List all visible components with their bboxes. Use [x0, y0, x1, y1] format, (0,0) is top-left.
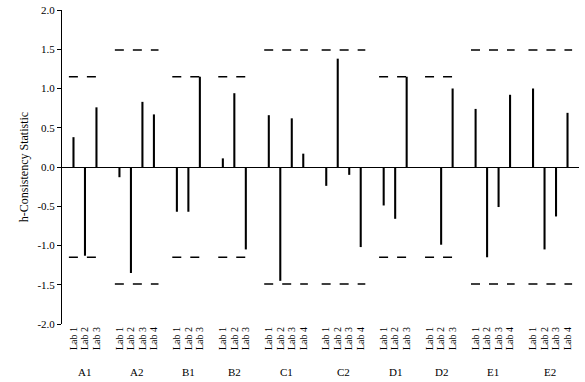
svg-text:Lab 2: Lab 2 [332, 327, 343, 350]
svg-text:Lab 1: Lab 1 [171, 327, 182, 350]
svg-text:Lab 4: Lab 4 [562, 327, 573, 350]
svg-text:Lab 1: Lab 1 [378, 327, 389, 350]
svg-text:Lab 3: Lab 3 [550, 327, 561, 350]
svg-text:D1: D1 [389, 366, 402, 378]
svg-text:Lab 1: Lab 1 [424, 327, 435, 350]
svg-text:-1.5: -1.5 [37, 279, 55, 291]
svg-text:Lab 2: Lab 2 [79, 327, 90, 350]
svg-text:Lab 2: Lab 2 [481, 327, 492, 350]
svg-text:1.5: 1.5 [41, 43, 55, 55]
svg-text:Lab 2: Lab 2 [125, 327, 136, 350]
svg-text:E1: E1 [487, 366, 499, 378]
svg-text:B1: B1 [182, 366, 195, 378]
svg-text:-0.5: -0.5 [37, 200, 55, 212]
svg-text:Lab 3: Lab 3 [447, 327, 458, 350]
svg-text:Lab 3: Lab 3 [240, 327, 251, 350]
svg-text:Lab 1: Lab 1 [527, 327, 538, 350]
svg-text:h-Consistency Statistic: h-Consistency Statistic [17, 112, 31, 222]
svg-text:D2: D2 [435, 366, 448, 378]
svg-text:Lab 1: Lab 1 [470, 327, 481, 350]
svg-text:Lab 3: Lab 3 [343, 327, 354, 350]
svg-text:Lab 1: Lab 1 [320, 327, 331, 350]
svg-text:Lab 2: Lab 2 [229, 327, 240, 350]
svg-text:2.0: 2.0 [41, 4, 55, 16]
svg-text:Lab 3: Lab 3 [194, 327, 205, 350]
svg-text:Lab 2: Lab 2 [275, 327, 286, 350]
svg-text:Lab 4: Lab 4 [504, 327, 515, 350]
svg-text:0.0: 0.0 [41, 161, 55, 173]
svg-text:Lab 1: Lab 1 [114, 327, 125, 350]
svg-text:Lab 4: Lab 4 [298, 327, 309, 350]
svg-text:B2: B2 [228, 366, 241, 378]
svg-text:Lab 3: Lab 3 [286, 327, 297, 350]
svg-text:Lab 3: Lab 3 [493, 327, 504, 350]
svg-text:-2.0: -2.0 [37, 318, 55, 330]
svg-text:A1: A1 [78, 366, 91, 378]
svg-text:C1: C1 [280, 366, 293, 378]
svg-text:-1.0: -1.0 [37, 239, 55, 251]
svg-text:1.0: 1.0 [41, 82, 55, 94]
svg-text:Lab 4: Lab 4 [355, 327, 366, 350]
svg-text:Lab 4: Lab 4 [148, 327, 159, 350]
svg-text:0.5: 0.5 [41, 122, 55, 134]
svg-text:Lab 2: Lab 2 [183, 327, 194, 350]
svg-text:Lab 3: Lab 3 [401, 327, 412, 350]
svg-text:C2: C2 [337, 366, 350, 378]
svg-text:Lab 2: Lab 2 [435, 327, 446, 350]
svg-text:Lab 3: Lab 3 [91, 327, 102, 350]
svg-text:Lab 3: Lab 3 [137, 327, 148, 350]
svg-text:A2: A2 [130, 366, 143, 378]
svg-text:Lab 1: Lab 1 [68, 327, 79, 350]
svg-text:Lab 1: Lab 1 [217, 327, 228, 350]
svg-text:Lab 2: Lab 2 [389, 327, 400, 350]
svg-text:E2: E2 [544, 366, 556, 378]
svg-text:Lab 1: Lab 1 [263, 327, 274, 350]
svg-text:Lab 2: Lab 2 [539, 327, 550, 350]
